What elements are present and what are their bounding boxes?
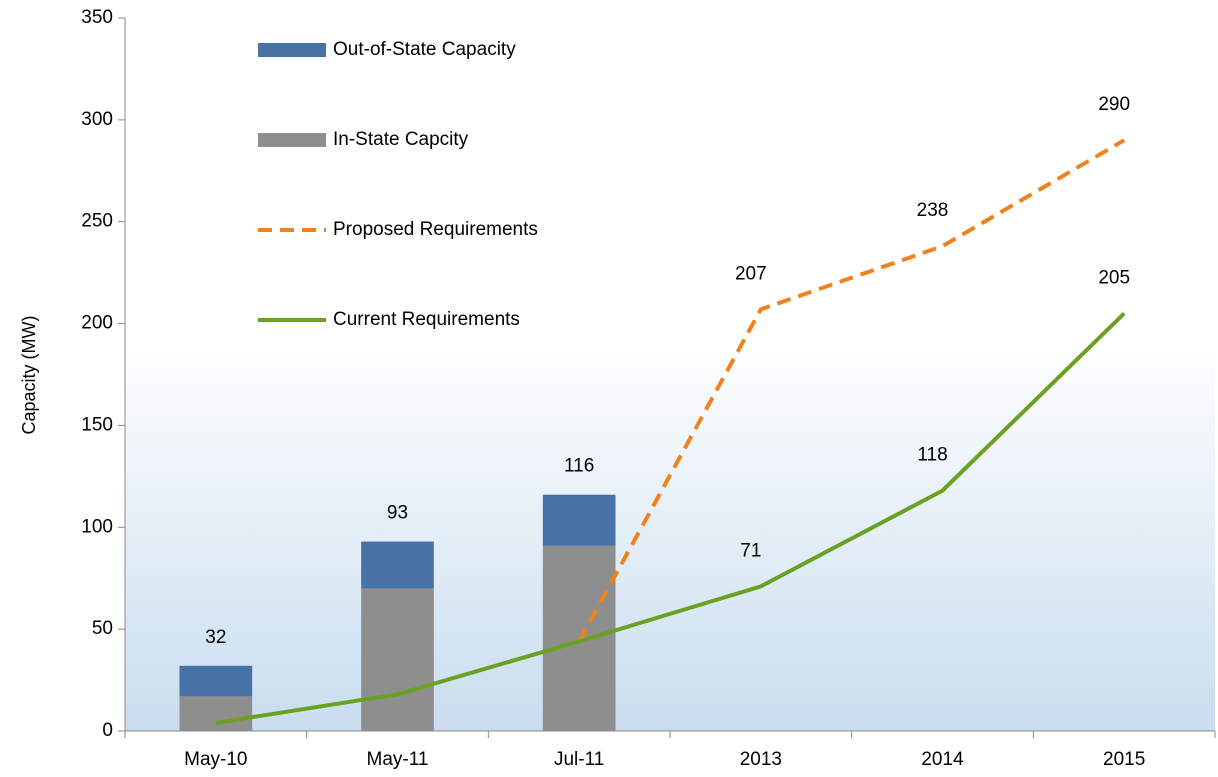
bar (542, 494, 616, 546)
data-label: 205 (1098, 267, 1130, 288)
y-tick-label: 200 (81, 313, 113, 334)
data-label: 116 (564, 456, 594, 477)
plot-background (125, 18, 1215, 731)
data-label: 290 (1098, 94, 1130, 115)
legend-label: Current Requirements (333, 309, 520, 330)
legend-label: In-State Capcity (333, 129, 469, 150)
y-tick-label: 250 (81, 211, 113, 232)
y-tick-label: 150 (81, 414, 113, 435)
bar (361, 588, 434, 731)
y-tick-label: 350 (81, 7, 113, 28)
y-tick-label: 0 (102, 720, 113, 741)
data-label: 118 (917, 445, 947, 466)
legend-label: Proposed Requirements (333, 219, 538, 240)
x-tick-label: May-10 (184, 749, 247, 770)
line (577, 138, 1126, 643)
y-tick-label: 100 (81, 516, 113, 537)
y-tick-label: 50 (92, 618, 113, 639)
y-axis-label: Capacity (MW) (19, 315, 39, 434)
legend-swatch (258, 133, 326, 147)
data-label: 207 (735, 263, 767, 284)
bar (179, 665, 253, 697)
bar (179, 696, 253, 731)
legend-swatch (258, 43, 326, 57)
legend-label: Out-of-State Capacity (333, 39, 516, 60)
x-tick-label: 2015 (1103, 749, 1145, 770)
y-tick-label: 300 (81, 109, 113, 130)
data-label: 93 (387, 503, 408, 524)
x-tick-label: 2014 (921, 749, 964, 770)
x-tick-label: 2013 (740, 749, 782, 770)
line (215, 311, 1126, 725)
x-tick-label: Jul-11 (554, 749, 604, 770)
data-label: 71 (740, 540, 761, 561)
bar (361, 541, 434, 589)
data-label: 238 (917, 200, 949, 221)
x-tick-label: May-11 (367, 749, 429, 770)
data-label: 32 (205, 627, 226, 648)
